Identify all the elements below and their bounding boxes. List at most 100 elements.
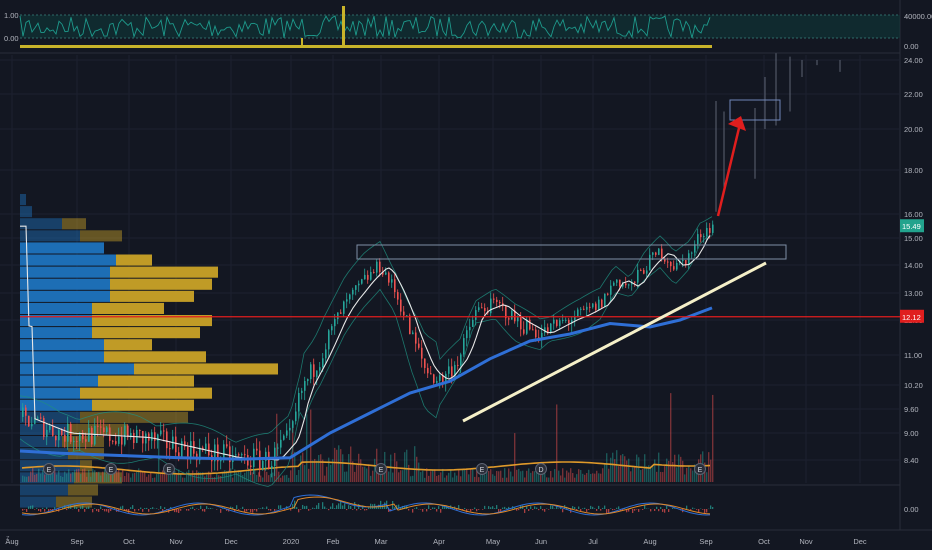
earnings-marker[interactable] (105, 463, 117, 475)
volume-bar (144, 472, 146, 482)
candle-body (112, 440, 114, 442)
earnings-marker[interactable] (163, 463, 175, 475)
volume-bar (674, 454, 676, 482)
volume-bar (418, 462, 420, 482)
volume-bar (450, 469, 452, 482)
earnings-marker[interactable] (694, 463, 706, 475)
volume-bar (250, 472, 252, 482)
macd-histogram-bar (100, 506, 102, 509)
macd-histogram-bar (562, 509, 564, 513)
candle-body (382, 272, 384, 275)
macd-histogram-bar (576, 509, 578, 511)
volume-bar (630, 471, 632, 482)
volume-bar (398, 472, 400, 482)
earnings-marker[interactable] (535, 463, 547, 475)
macd-histogram-bar (622, 509, 624, 511)
volume-bar (440, 472, 442, 482)
volume-bar (148, 474, 150, 482)
macd-histogram-bar (634, 509, 636, 511)
candle-body (364, 274, 366, 280)
macd-histogram-bar (572, 506, 574, 509)
candle-body (529, 319, 531, 330)
volume-bar (102, 471, 104, 482)
candle-body (601, 299, 603, 308)
volume-bar (332, 459, 334, 482)
candle-body (577, 309, 579, 317)
candle-body (379, 261, 381, 273)
volume-bar (300, 455, 302, 482)
volume-bar (328, 457, 330, 482)
candle-body (427, 367, 429, 374)
volume-bar (216, 473, 218, 482)
volume-profile-bar-gold (104, 351, 206, 363)
volume-bar (648, 465, 650, 482)
macd-histogram-bar (98, 509, 100, 513)
macd-histogram-bar (312, 507, 314, 509)
volume-bar (572, 473, 574, 482)
volume-bar (636, 454, 638, 482)
candle-body (592, 303, 594, 308)
candle-body (589, 306, 591, 308)
macd-histogram-bar (248, 509, 250, 510)
volume-profile-bar-gold (116, 254, 152, 266)
candle-body (706, 228, 708, 236)
volume-bar (358, 453, 360, 482)
candle-body (547, 327, 549, 334)
macd-histogram-bar (50, 509, 52, 511)
macd-histogram-bar (234, 509, 236, 512)
earnings-marker[interactable] (375, 463, 387, 475)
candle-body (619, 279, 621, 287)
volume-bar (410, 476, 412, 482)
macd-histogram-bar (304, 506, 306, 509)
volume-profile-bar-gold (92, 315, 212, 327)
volume-profile-bar-blue (20, 302, 92, 314)
volume-bar (58, 470, 60, 482)
candle-body (439, 375, 441, 381)
volume-bar (194, 473, 196, 482)
macd-histogram-bar (128, 509, 130, 513)
moving-average-fast (20, 225, 711, 461)
macd-histogram-bar (314, 508, 316, 509)
candle-body (46, 429, 48, 438)
price-axis-tick: 24.00 (904, 56, 923, 65)
volume-bar (392, 472, 394, 482)
candle-body (430, 373, 432, 375)
price-axis-tick: 13.00 (904, 289, 923, 298)
macd-histogram-bar (328, 509, 330, 511)
price-axis-tick: 11.00 (904, 351, 922, 360)
volume-bar (508, 468, 510, 482)
candle-body (106, 427, 108, 433)
candle-body (586, 306, 588, 310)
candle-body (556, 319, 558, 326)
candle-body (511, 310, 513, 320)
macd-histogram-bar (260, 508, 262, 509)
time-axis-tick: May (486, 537, 500, 546)
earnings-marker[interactable] (476, 463, 488, 475)
macd-histogram-bar (110, 509, 112, 512)
volume-bar (252, 472, 254, 482)
macd-histogram-bar (338, 503, 340, 509)
volume-bar (258, 472, 260, 482)
volume-bar (354, 471, 356, 482)
macd-histogram-bar (192, 506, 194, 509)
candle-body (703, 235, 705, 238)
macd-histogram-bar (346, 509, 348, 511)
volume-bar (128, 473, 130, 482)
volume-bar (222, 471, 224, 482)
macd-histogram-bar (586, 509, 588, 512)
candle-body (187, 446, 189, 460)
macd-histogram-bar (88, 506, 90, 509)
candle-body (406, 315, 408, 317)
macd-histogram-bar (316, 505, 318, 509)
earnings-marker[interactable] (43, 463, 55, 475)
candle-body (616, 279, 618, 283)
volume-bar (256, 474, 258, 482)
candle-body (610, 285, 612, 295)
volume-bar (542, 470, 544, 482)
candle-body (226, 444, 228, 447)
candle-body (322, 358, 324, 368)
volume-bar (530, 472, 532, 482)
volume-bar (116, 470, 118, 482)
volume-bar (514, 433, 516, 482)
